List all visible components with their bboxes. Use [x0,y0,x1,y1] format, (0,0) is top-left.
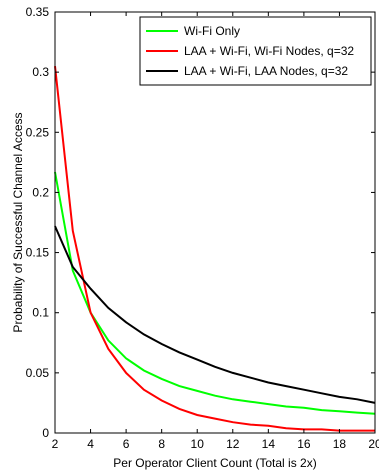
x-tick-label: 20 [368,437,379,451]
plot-frame [54,11,376,434]
y-tick-label: 0.35 [26,5,50,19]
x-tick-label: 18 [333,437,347,451]
y-tick-label: 0.1 [32,306,49,320]
x-tick-label: 2 [52,437,59,451]
x-axis-label: Per Operator Client Count (Total is 2x) [113,456,316,470]
x-tick-label: 4 [87,437,94,451]
y-axis-label: Probability of Successful Channel Access [11,112,25,332]
y-tick-label: 0.05 [26,366,50,380]
y-tick-label: 0.15 [26,246,50,260]
x-tick-label: 12 [226,437,240,451]
y-tick-label: 0 [42,426,49,440]
x-tick-label: 10 [191,437,205,451]
legend-box [139,16,372,86]
series-lines [54,65,376,432]
x-tick-label: 8 [158,437,165,451]
legend-label: LAA + Wi-Fi, Wi-Fi Nodes, q=32 [184,44,354,58]
x-tick-label: 6 [123,437,130,451]
y-tick-label: 0.2 [32,185,49,199]
series-line-2 [54,65,375,432]
y-tick-label: 0.25 [26,125,50,139]
legend-label: Wi-Fi Only [184,24,240,38]
series-line-3 [54,225,376,404]
y-axis-ticks: 0 0.05 0.1 0.15 0.2 0.25 0.3 0.35 [26,5,375,440]
series-line-1 [54,171,376,415]
legend-label: LAA + Wi-Fi, LAA Nodes, q=32 [184,64,348,78]
y-tick-label: 0.3 [32,65,49,79]
legend: Wi-Fi Only LAA + Wi-Fi, Wi-Fi Nodes, q=32… [139,16,372,86]
x-tick-label: 16 [297,437,311,451]
x-axis-ticks: 2 4 6 8 10 12 14 16 18 20 [52,12,379,451]
x-tick-label: 14 [262,437,276,451]
